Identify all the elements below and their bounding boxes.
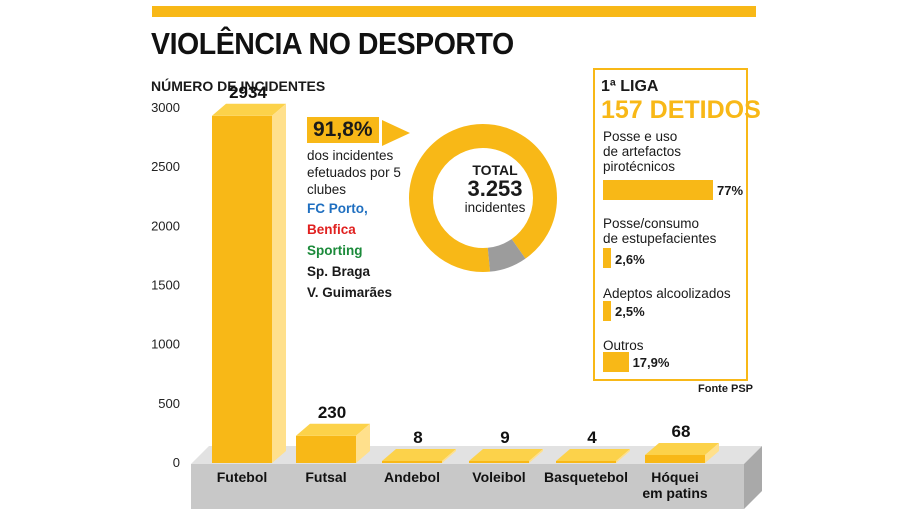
donut-total-label: TOTAL <box>472 162 518 178</box>
clubs-callout: 91,8% dos incidentes efetuados por 5 clu… <box>307 117 427 303</box>
panel-item-bar <box>603 352 629 372</box>
bar-value-label: 2934 <box>229 83 267 102</box>
club-sp-braga: Sp. Braga <box>307 264 371 279</box>
source-note: Fonte PSP <box>698 383 754 395</box>
bar-value-label: 8 <box>413 428 422 447</box>
bar-value-label: 68 <box>672 422 691 441</box>
bar <box>382 461 442 463</box>
category-label: Basquetebol <box>544 469 628 485</box>
y-axis-label: NÚMERO DE INCIDENTES <box>151 78 326 94</box>
bar-side <box>356 423 370 463</box>
panel-item-label: Outros <box>603 338 644 353</box>
bar-top <box>556 449 630 461</box>
bar <box>469 461 529 463</box>
club-fc-porto: FC Porto, <box>307 201 368 216</box>
club-v-guimaraes: V. Guimarães <box>307 285 393 300</box>
bar-top <box>296 423 370 436</box>
donut-total-value: 3.253 <box>467 176 523 201</box>
top-accent-bar <box>152 6 756 17</box>
y-tick-label: 2000 <box>151 218 180 233</box>
panel-detained-count: 157 DETIDOS <box>601 96 761 124</box>
panel-item-label: Posse e uso de artefactos pirotécnicos <box>603 129 682 174</box>
callout-arrow <box>382 120 410 146</box>
platform-side <box>744 446 762 509</box>
panel-item-value: 77% <box>717 183 744 198</box>
category-label: em patins <box>642 485 708 501</box>
bar-value-label: 230 <box>318 403 346 422</box>
bar-top <box>382 449 456 461</box>
bar <box>645 454 705 463</box>
category-label: Voleibol <box>472 469 525 485</box>
y-tick-label: 3000 <box>151 100 180 115</box>
panel-item-bar <box>603 180 713 200</box>
page-title: VIOLÊNCIA NO DESPORTO <box>151 26 514 61</box>
panel-item-bar <box>603 301 611 321</box>
club-sporting: Sporting <box>307 243 363 258</box>
y-tick-label: 0 <box>173 455 180 470</box>
bar-side <box>705 442 719 463</box>
bar-value-label: 9 <box>500 428 509 447</box>
club-benfica: Benfica <box>307 222 356 237</box>
callout-text: dos incidentes efetuados por 5 clubes <box>307 148 401 197</box>
y-tick-label: 500 <box>158 396 180 411</box>
panel-item-value: 2,6% <box>615 252 645 267</box>
bar <box>296 435 356 463</box>
bar <box>212 115 272 463</box>
y-tick-label: 1500 <box>151 278 180 293</box>
donut-slice <box>487 238 526 272</box>
panel-item-bar <box>603 248 611 268</box>
category-label: Hóquei <box>651 469 698 485</box>
bar-value-label: 4 <box>587 428 597 447</box>
panel-item-label: Adeptos alcoolizados <box>603 286 731 301</box>
panel-item-value: 2,5% <box>615 304 645 319</box>
panel-item-value: 17,9% <box>632 355 670 370</box>
bar-side <box>616 449 630 463</box>
callout-percent: 91,8% <box>307 117 379 143</box>
donut-slice <box>409 124 557 272</box>
category-label: Futebol <box>217 469 268 485</box>
bar <box>556 461 616 463</box>
panel-item-label: Posse/consumo de estupefacientes <box>603 216 717 246</box>
bar-top <box>645 442 719 455</box>
y-tick-label: 2500 <box>151 159 180 174</box>
bar-top <box>212 103 286 116</box>
bar-side <box>272 103 286 463</box>
panel-league-title: 1ª LIGA <box>601 78 659 95</box>
category-label: Andebol <box>384 469 440 485</box>
bar-side <box>442 449 456 463</box>
bar-top <box>469 449 543 461</box>
bar-side <box>529 449 543 463</box>
category-label: Futsal <box>305 469 346 485</box>
donut-center: TOTAL 3.253 incidentes <box>440 162 550 215</box>
y-tick-label: 1000 <box>151 337 180 352</box>
platform-front <box>191 464 744 509</box>
liga-panel: 1ª LIGA 157 DETIDOS Posse e uso de artef… <box>593 68 761 381</box>
donut-total-sub: incidentes <box>464 200 526 215</box>
